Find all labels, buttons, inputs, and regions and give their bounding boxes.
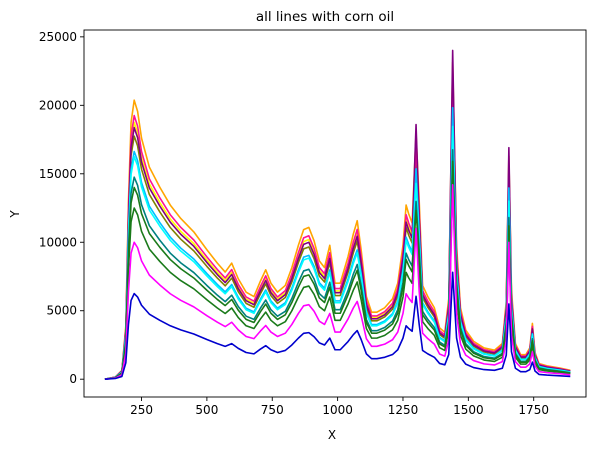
y-tick-label: 5000: [46, 304, 77, 318]
y-tick-label: 20000: [39, 98, 77, 112]
x-tick-label: 1500: [453, 403, 484, 417]
series-line-5: [104, 49, 571, 380]
series-line-7: [104, 125, 571, 380]
x-tick-label: 1750: [518, 403, 549, 417]
x-axis: 250 500 750 1000 1250 1500 1750: [130, 397, 549, 417]
x-tick-label: 1250: [388, 403, 419, 417]
y-tick-label: 25000: [39, 30, 77, 44]
y-axis: 0 5000 10000 15000 20000 25000: [39, 30, 84, 386]
x-tick-label: 750: [261, 403, 284, 417]
series-line-10: [104, 183, 571, 380]
y-tick-label: 10000: [39, 235, 77, 249]
series-line-12: [104, 271, 571, 380]
chart-title: all lines with corn oil: [256, 9, 394, 25]
x-tick-label: 250: [130, 403, 153, 417]
y-tick-label: 0: [69, 372, 77, 386]
x-tick-label: 500: [195, 403, 218, 417]
plot-area: [104, 49, 571, 380]
series-line-4: [104, 78, 571, 380]
series-line-11: [104, 183, 571, 380]
y-tick-label: 15000: [39, 167, 77, 181]
x-tick-label: 1000: [322, 403, 353, 417]
y-axis-label: Y: [8, 210, 22, 219]
series-line-6: [104, 106, 571, 380]
x-axis-label: X: [328, 428, 336, 442]
axes-frame: [83, 29, 587, 398]
